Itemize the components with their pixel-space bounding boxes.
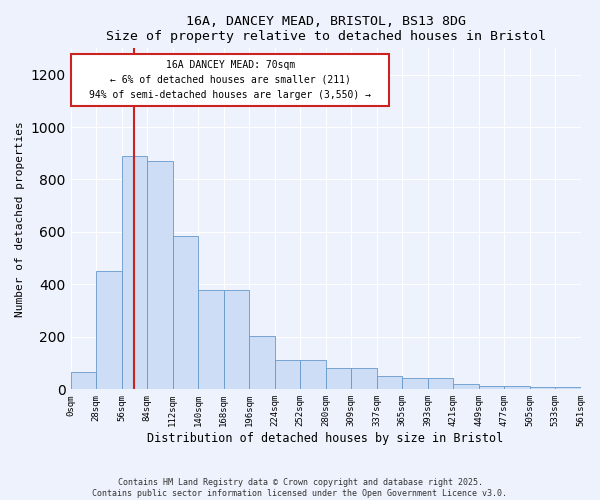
Bar (402, 378, 428, 390)
Bar (377, 376, 402, 390)
Bar (71, 372, 96, 390)
Bar (530, 386, 555, 390)
Bar (326, 368, 351, 390)
Bar (122, 156, 147, 390)
Y-axis label: Number of detached properties: Number of detached properties (15, 121, 25, 316)
Bar (351, 368, 377, 390)
Bar (275, 360, 300, 390)
Bar (300, 360, 326, 390)
Bar (71, 54, 389, 106)
Title: 16A, DANCEY MEAD, BRISTOL, BS13 8DG
Size of property relative to detached houses: 16A, DANCEY MEAD, BRISTOL, BS13 8DG Size… (106, 15, 545, 43)
Bar (555, 387, 581, 390)
Bar (453, 384, 479, 390)
Bar (479, 386, 504, 390)
Bar (198, 290, 224, 390)
Bar (249, 336, 275, 390)
Bar (173, 236, 198, 390)
Text: Contains HM Land Registry data © Crown copyright and database right 2025.
Contai: Contains HM Land Registry data © Crown c… (92, 478, 508, 498)
X-axis label: Distribution of detached houses by size in Bristol: Distribution of detached houses by size … (148, 432, 503, 445)
Bar (504, 386, 530, 390)
Bar (224, 290, 249, 390)
Bar (428, 378, 453, 390)
Text: 16A DANCEY MEAD: 70sqm
← 6% of detached houses are smaller (211)
94% of semi-det: 16A DANCEY MEAD: 70sqm ← 6% of detached … (89, 60, 371, 100)
Bar (96, 272, 122, 390)
Bar (147, 161, 173, 390)
